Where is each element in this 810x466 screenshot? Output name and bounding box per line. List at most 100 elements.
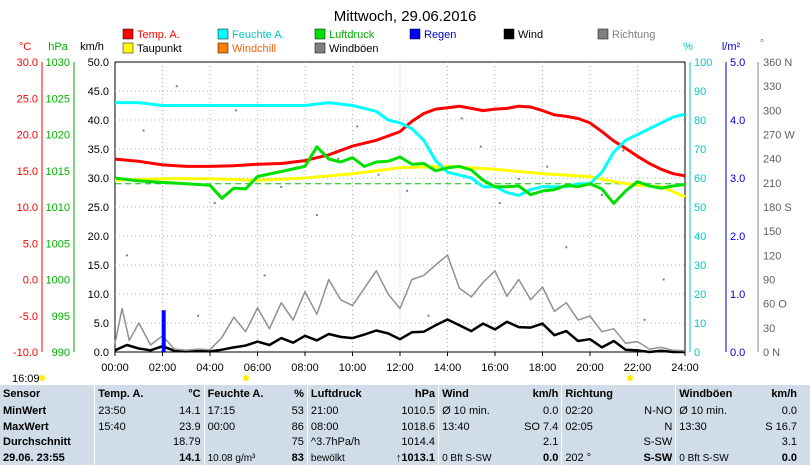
- humidity-axis-tick: 40: [694, 231, 706, 243]
- legend-swatch: [504, 29, 514, 39]
- wind-axis-tick: 50.0: [88, 57, 109, 69]
- legend-label: Wind: [518, 29, 543, 41]
- cell-hum-time: 00:00: [204, 420, 283, 436]
- direction-point: [461, 117, 463, 119]
- cell-hum-time: [204, 435, 283, 451]
- direction-point: [546, 166, 548, 168]
- wind-axis-tick: 40.0: [88, 115, 109, 127]
- wind-axis-tick: 35.0: [88, 144, 109, 156]
- cell-temp-time: [95, 435, 161, 451]
- cell-dir-time: 202 °: [562, 451, 631, 466]
- pressure-axis-tick: 1005: [46, 238, 70, 250]
- rain-axis-tick: 0.0: [730, 347, 745, 359]
- cell-press-time: 08:00: [307, 420, 380, 436]
- legend-swatch: [315, 43, 325, 53]
- x-tick-label: 22:00: [624, 362, 652, 374]
- x-tick-label: 00:00: [101, 362, 129, 374]
- cell-gust-value: 0.0: [752, 451, 800, 466]
- header-wind-unit: km/h: [510, 385, 562, 404]
- direction-axis-tick: 300: [763, 105, 781, 117]
- cell-gust-value: 0.0: [752, 404, 800, 420]
- legend-label: Windböen: [329, 43, 379, 55]
- wind-axis-tick: 20.0: [88, 231, 109, 243]
- direction-axis-tick: 240: [763, 154, 781, 166]
- humidity-axis-tick: 90: [694, 86, 706, 98]
- direction-point: [565, 246, 567, 248]
- cell-hum-value: 86: [284, 420, 308, 436]
- cell-dir-value: N-NO: [631, 404, 676, 420]
- wind-axis-tick: 30.0: [88, 173, 109, 185]
- direction-point: [280, 186, 282, 188]
- pressure-axis-tick: 1030: [46, 57, 70, 69]
- header-humidity-unit: %: [284, 385, 308, 404]
- legend-swatch: [315, 29, 325, 39]
- header-humidity: Feuchte A.: [204, 385, 283, 404]
- direction-axis-tick: 120: [763, 250, 781, 262]
- humidity-axis-tick: 100: [694, 57, 712, 69]
- direction-axis-tick: 90: [763, 275, 775, 287]
- x-tick-label: 10:00: [339, 362, 367, 374]
- legend-label: Temp. A.: [137, 29, 180, 41]
- header-gust-unit: km/h: [752, 385, 800, 404]
- cell-wind-value: 0.0: [510, 451, 562, 466]
- wind-axis-tick: 25.0: [88, 202, 109, 214]
- temp-axis-tick: -5.0: [19, 311, 38, 323]
- direction-axis-tick: 180 S: [763, 202, 792, 214]
- pressure-axis-tick: 1015: [46, 166, 70, 178]
- header-gust: Windböen: [676, 385, 752, 404]
- rain-axis-tick: 1.0: [730, 289, 745, 301]
- rain-bar: [162, 310, 166, 352]
- header-sensor: Sensor: [0, 385, 95, 404]
- direction-axis-tick: 30: [763, 323, 775, 335]
- cell-gust-time: Ø 10 min.: [676, 404, 752, 420]
- x-tick-label: 12:00: [386, 362, 414, 374]
- temp-axis-tick: 30.0: [17, 57, 38, 69]
- x-tick-label: 14:00: [434, 362, 462, 374]
- temp-axis-tick: 10.0: [17, 202, 38, 214]
- cell-dir-value: N: [631, 420, 676, 436]
- humidity-axis-tick: 30: [694, 260, 706, 272]
- cell-temp-value: 14.1: [161, 451, 204, 466]
- statistics-table: Sensor Temp. A. °C Feuchte A. % Luftdruc…: [0, 385, 810, 465]
- chart-title: Mittwoch, 29.06.2016: [334, 8, 477, 25]
- direction-point: [264, 274, 266, 276]
- direction-point: [197, 315, 199, 317]
- cell-hum-value: 75: [284, 435, 308, 451]
- cell-temp-time: 15:40: [95, 420, 161, 436]
- legend-label: Richtung: [612, 29, 655, 41]
- direction-axis-tick: 150: [763, 226, 781, 238]
- table-row: MinWert 23:50 14.1 17:15 53 21:00 1010.5…: [0, 404, 800, 420]
- direction-axis-tick: 0 N: [763, 347, 780, 359]
- humidity-axis-tick: 10: [694, 318, 706, 330]
- pressure-axis-tick: 1000: [46, 275, 70, 287]
- row-label: MinWert: [0, 404, 95, 420]
- legend-swatch: [598, 29, 608, 39]
- pressure-axis-unit: hPa: [48, 41, 68, 53]
- sunrise-marker: [243, 375, 249, 381]
- cell-wind-time: 0 Bft S-SW: [439, 451, 510, 466]
- direction-axis-tick: 270 W: [763, 130, 795, 142]
- sunset-marker: [627, 375, 633, 381]
- table-row: MaxWert 15:40 23.9 00:00 86 08:00 1018.6…: [0, 420, 800, 436]
- x-tick-label: 04:00: [196, 362, 224, 374]
- cell-gust-value: 3.1: [752, 435, 800, 451]
- header-pressure: Luftdruck: [307, 385, 380, 404]
- cell-wind-time: Ø 10 min.: [439, 404, 510, 420]
- legend-swatch: [218, 43, 228, 53]
- table-header-row: Sensor Temp. A. °C Feuchte A. % Luftdruc…: [0, 385, 800, 404]
- cell-press-value: 1014.4: [380, 435, 438, 451]
- now-marker: [39, 375, 45, 381]
- header-direction: Richtung: [562, 385, 631, 404]
- temp-axis-tick: -10.0: [13, 347, 38, 359]
- cell-temp-time: 23:50: [95, 404, 161, 420]
- wind-axis-tick: 10.0: [88, 289, 109, 301]
- cell-temp-value: 23.9: [161, 420, 204, 436]
- table-row: Durchschnitt 18.79 75 ^3.7hPa/h 1014.4 2…: [0, 435, 800, 451]
- direction-point: [518, 178, 520, 180]
- direction-point: [235, 109, 237, 111]
- direction-point: [499, 202, 501, 204]
- cell-wind-time: [439, 435, 510, 451]
- cell-press-value: ↑1013.1: [380, 451, 438, 466]
- header-wind: Wind: [439, 385, 510, 404]
